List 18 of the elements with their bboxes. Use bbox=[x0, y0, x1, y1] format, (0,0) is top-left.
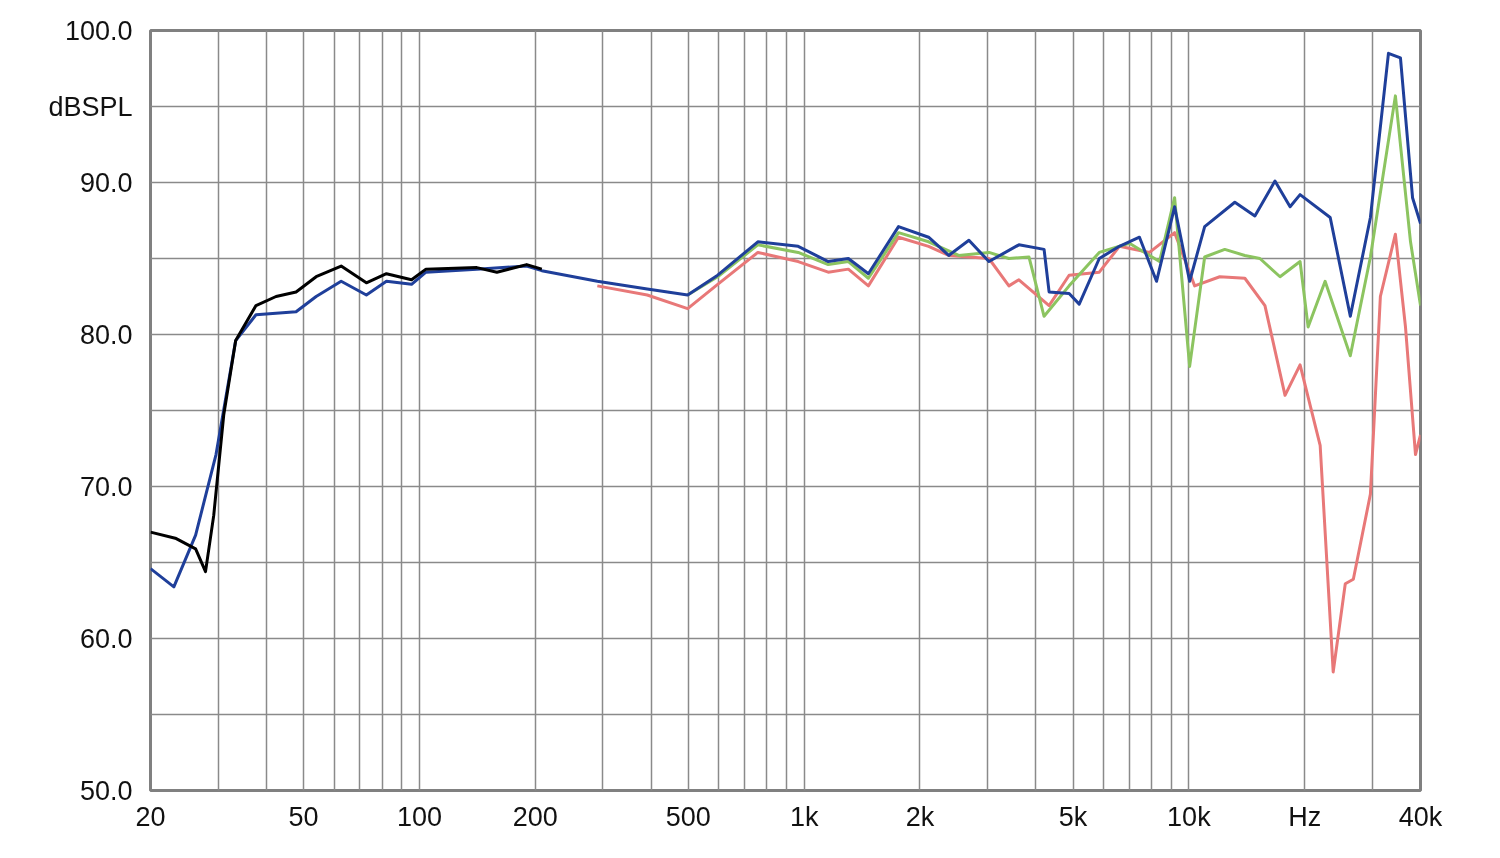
y-tick-label: 70.0 bbox=[79, 471, 133, 502]
x-tick-label: Hz bbox=[1288, 801, 1322, 832]
y-tick-label: dBSPL bbox=[48, 91, 133, 122]
x-tick-label: 20 bbox=[135, 801, 166, 832]
x-tick-label: 500 bbox=[665, 801, 711, 832]
y-tick-label: 60.0 bbox=[79, 623, 133, 654]
y-tick-label: 50.0 bbox=[79, 775, 133, 806]
x-tick-label: 5k bbox=[1058, 801, 1088, 832]
x-tick-label: 40k bbox=[1398, 801, 1443, 832]
y-tick-label: 90.0 bbox=[79, 167, 133, 198]
x-tick-label: 2k bbox=[905, 801, 935, 832]
x-tick-label: 1k bbox=[789, 801, 819, 832]
y-tick-label: 100.0 bbox=[64, 15, 133, 46]
x-tick-label: 200 bbox=[512, 801, 558, 832]
x-tick-label: 100 bbox=[396, 801, 442, 832]
x-tick-label: 50 bbox=[288, 801, 319, 832]
x-tick-label: 10k bbox=[1167, 801, 1212, 832]
y-tick-label: 80.0 bbox=[79, 319, 133, 350]
